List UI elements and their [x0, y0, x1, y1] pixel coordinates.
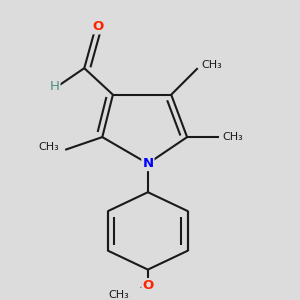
Text: CH₃: CH₃: [222, 132, 243, 142]
Text: N: N: [142, 157, 153, 170]
Text: O: O: [92, 20, 104, 33]
Text: O: O: [142, 279, 154, 292]
Text: CH₃: CH₃: [201, 60, 222, 70]
Text: CH₃: CH₃: [108, 290, 129, 300]
Text: H: H: [50, 80, 59, 93]
Text: CH₃: CH₃: [38, 142, 59, 152]
